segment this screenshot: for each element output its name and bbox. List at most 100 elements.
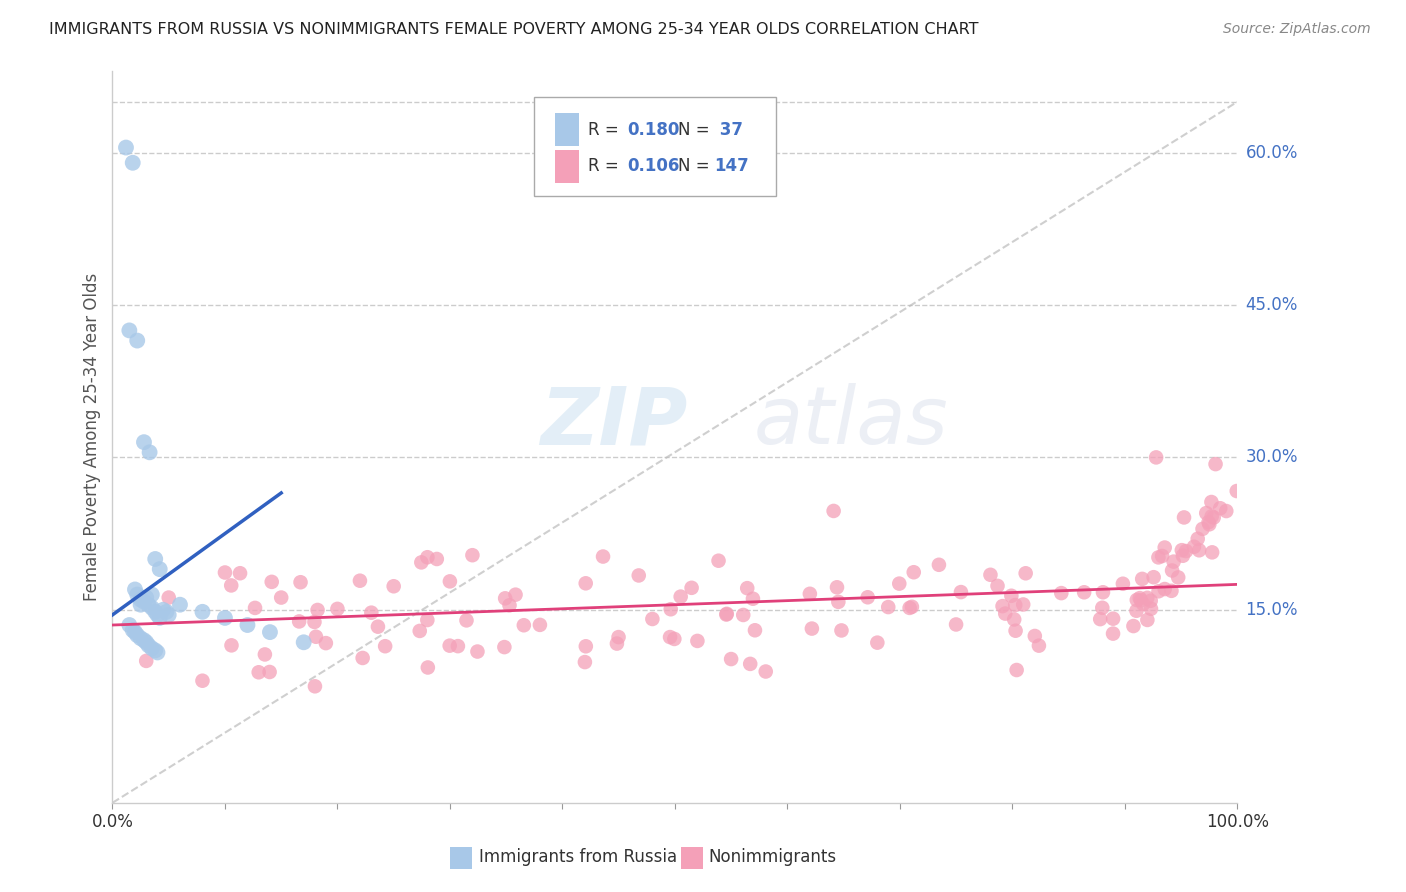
- Point: [129, 632, 152, 646]
- Point: [1140, 601, 1163, 615]
- Point: [1102, 612, 1125, 626]
- Point: [127, 588, 149, 602]
- Point: [152, 603, 174, 617]
- Point: [149, 562, 172, 576]
- Point: [889, 576, 911, 591]
- Point: [1171, 543, 1194, 558]
- Point: [157, 591, 180, 605]
- Point: [426, 552, 449, 566]
- Point: [135, 591, 157, 605]
- Point: [157, 607, 180, 622]
- Text: Source: ZipAtlas.com: Source: ZipAtlas.com: [1223, 22, 1371, 37]
- Text: 15.0%: 15.0%: [1246, 601, 1298, 619]
- Point: [290, 575, 312, 590]
- Point: [349, 574, 371, 588]
- Point: [127, 334, 149, 348]
- Bar: [554, 113, 579, 146]
- Point: [659, 630, 682, 644]
- Point: [155, 605, 177, 619]
- Point: [127, 628, 149, 642]
- Point: [138, 445, 160, 459]
- Bar: [554, 150, 579, 183]
- Point: [627, 568, 650, 582]
- Point: [129, 592, 152, 607]
- Point: [447, 639, 470, 653]
- Point: [606, 637, 628, 651]
- Point: [827, 595, 849, 609]
- Point: [243, 601, 266, 615]
- Point: [1198, 515, 1220, 529]
- Point: [374, 639, 396, 653]
- Point: [1122, 619, 1144, 633]
- Point: [115, 140, 138, 154]
- Point: [214, 566, 236, 580]
- Point: [416, 550, 439, 565]
- Point: [146, 607, 169, 622]
- Text: N =: N =: [678, 158, 716, 176]
- Point: [986, 579, 1008, 593]
- Point: [416, 660, 439, 674]
- Point: [949, 585, 972, 599]
- Point: [461, 548, 484, 562]
- Point: [124, 625, 146, 640]
- Point: [866, 635, 889, 649]
- Point: [259, 665, 281, 679]
- Point: [1191, 522, 1213, 536]
- Point: [416, 613, 439, 627]
- Point: [138, 638, 160, 652]
- Point: [529, 618, 551, 632]
- Point: [221, 638, 243, 652]
- Text: Nonimmigrants: Nonimmigrants: [709, 848, 837, 866]
- Point: [1126, 593, 1149, 607]
- Text: 147: 147: [714, 158, 749, 176]
- Text: Immigrants from Russia: Immigrants from Russia: [479, 848, 678, 866]
- Point: [1153, 582, 1175, 596]
- FancyBboxPatch shape: [534, 97, 776, 195]
- Point: [124, 582, 146, 597]
- Y-axis label: Female Poverty Among 25-34 Year Olds: Female Poverty Among 25-34 Year Olds: [83, 273, 101, 601]
- Point: [1201, 545, 1223, 559]
- Point: [260, 574, 283, 589]
- Point: [659, 602, 682, 616]
- Point: [823, 504, 845, 518]
- Point: [1163, 555, 1185, 569]
- Point: [575, 640, 598, 654]
- Point: [574, 655, 596, 669]
- Bar: [681, 847, 703, 869]
- Point: [411, 555, 433, 569]
- Point: [1091, 585, 1114, 599]
- Point: [1182, 540, 1205, 554]
- Point: [1012, 598, 1035, 612]
- Point: [664, 632, 686, 646]
- Point: [707, 554, 730, 568]
- Point: [1202, 510, 1225, 524]
- Point: [898, 600, 921, 615]
- Point: [191, 673, 214, 688]
- Point: [1129, 591, 1152, 606]
- Point: [716, 607, 738, 622]
- Point: [825, 580, 848, 594]
- Point: [494, 591, 516, 606]
- Point: [1147, 550, 1170, 565]
- Point: [146, 645, 169, 659]
- Point: [513, 618, 536, 632]
- Point: [219, 578, 242, 592]
- Text: R =: R =: [588, 121, 624, 139]
- Point: [1195, 506, 1218, 520]
- Point: [118, 618, 141, 632]
- Point: [1073, 585, 1095, 599]
- Point: [1171, 549, 1194, 563]
- Point: [720, 652, 742, 666]
- Point: [259, 625, 281, 640]
- Point: [132, 595, 155, 609]
- Point: [169, 598, 191, 612]
- Point: [352, 651, 374, 665]
- Point: [1050, 586, 1073, 600]
- Point: [138, 598, 160, 612]
- Point: [733, 607, 755, 622]
- Point: [498, 599, 520, 613]
- Point: [979, 567, 1001, 582]
- Point: [1173, 510, 1195, 524]
- Point: [304, 679, 326, 693]
- Point: [742, 591, 765, 606]
